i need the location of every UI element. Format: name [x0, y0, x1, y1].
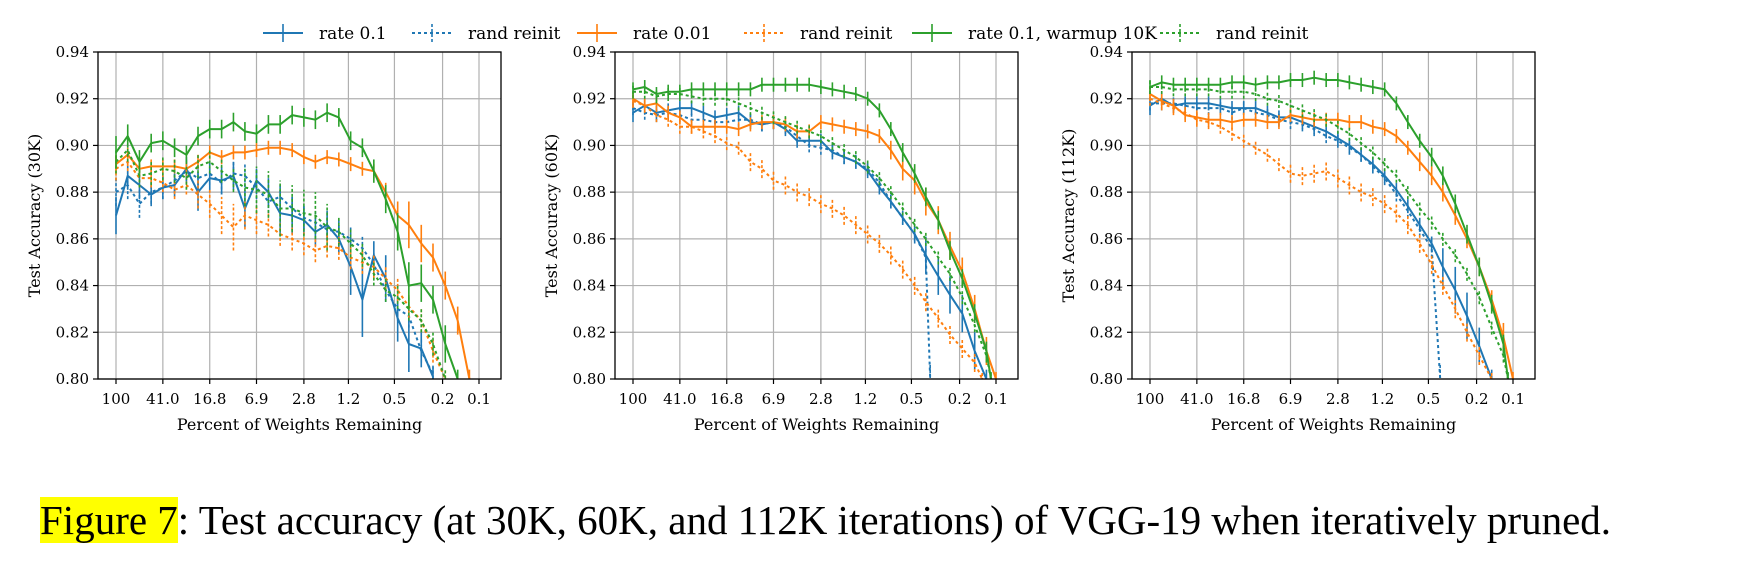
series-group: [632, 77, 997, 379]
y-tick-label: 0.90: [56, 136, 89, 154]
legend: rate 0.1 rand reinit rate 0.01 rand reinit r…: [263, 24, 1309, 44]
y-tick-label: 0.88: [1090, 183, 1123, 201]
series-line-6: [1150, 86, 1509, 379]
x-tick-label: 6.9: [1279, 390, 1303, 408]
series-line-6: [633, 90, 992, 379]
y-tick-label: 0.80: [1090, 370, 1123, 388]
legend-label: rand reinit: [468, 24, 561, 44]
series-group: [1149, 70, 1514, 379]
series-line-3: [115, 146, 471, 379]
x-tick-label: 100: [102, 390, 131, 408]
y-axis-label: Test Accuracy (112K): [1059, 129, 1078, 303]
x-tick-label: 6.9: [245, 390, 269, 408]
x-tick-label: 41.0: [146, 390, 179, 408]
y-tick-label: 0.86: [573, 230, 606, 248]
y-tick-label: 0.94: [573, 43, 606, 61]
legend-item-2: rand reinit: [412, 24, 561, 44]
series-line-6: [115, 149, 447, 379]
plot-frame: [614, 51, 1019, 380]
chart-panel-112k: 100 41.0 16.8 6.9 2.8 1.2 0.5 0.2 0.1 0.80 0.82 0.8…: [1059, 43, 1536, 434]
y-tick-label: 0.84: [1090, 277, 1123, 295]
figure-chart-area: rate 0.1 rand reinit rate 0.01 rand reinit r…: [25, 24, 1536, 434]
legend-label: rate 0.1, warmup 10K: [968, 24, 1157, 44]
x-tick-label: 2.8: [292, 390, 316, 408]
x-tick-label: 1.2: [1370, 390, 1394, 408]
series-line-1: [1149, 97, 1493, 379]
x-tick-label: 16.8: [1227, 390, 1260, 408]
y-tick-label: 0.88: [56, 183, 89, 201]
y-tick-label: 0.82: [56, 323, 89, 341]
y-tick-label: 0.94: [56, 43, 89, 61]
chart-panel-30k: 100 41.0 16.8 6.9 2.8 1.2 0.5 0.2 0.1 0.80 0.82 0.8…: [25, 43, 502, 434]
x-axis-label: Percent of Weights Remaining: [177, 415, 422, 434]
x-tick-label: 16.8: [710, 390, 743, 408]
legend-item-5: rate 0.1, warmup 10K: [912, 24, 1157, 44]
legend-item-3: rate 0.01: [577, 24, 711, 44]
legend-label: rand reinit: [1216, 24, 1309, 44]
figure-reference-highlight: Figure 7: [40, 497, 178, 543]
x-tick-label: 6.9: [762, 390, 786, 408]
y-tick-label: 0.80: [573, 370, 606, 388]
caption-text: : Test accuracy (at 30K, 60K, and 112K i…: [177, 497, 1612, 543]
series-group: [115, 103, 471, 379]
x-tick-label: 2.8: [1326, 390, 1350, 408]
series-line-2: [1150, 102, 1442, 379]
x-tick-label: 41.0: [663, 390, 696, 408]
figure-caption: Figure 7: Test accuracy (at 30K, 60K, an…: [40, 496, 1611, 544]
x-axis-label: Percent of Weights Remaining: [694, 415, 939, 434]
x-tick-label: 1.2: [336, 390, 360, 408]
y-tick-label: 0.82: [573, 323, 606, 341]
y-tick-label: 0.94: [1090, 43, 1123, 61]
x-axis-label: Percent of Weights Remaining: [1211, 415, 1456, 434]
legend-label: rate 0.01: [633, 24, 711, 44]
legend-item-4: rand reinit: [744, 24, 893, 44]
y-tick-label: 0.90: [1090, 136, 1123, 154]
y-axis-label: Test Accuracy (30K): [25, 134, 44, 297]
x-tick-label: 16.8: [193, 390, 226, 408]
x-tick-label: 41.0: [1180, 390, 1213, 408]
y-tick-label: 0.84: [56, 277, 89, 295]
x-tick-label: 100: [1136, 390, 1165, 408]
x-tick-label: 0.5: [382, 390, 406, 408]
x-tick-label: 100: [619, 390, 648, 408]
series-line-5: [632, 83, 992, 379]
x-tick-label: 0.1: [984, 390, 1008, 408]
y-tick-label: 0.90: [573, 136, 606, 154]
x-tick-label: 0.1: [1501, 390, 1525, 408]
x-tick-label: 0.2: [948, 390, 972, 408]
y-tick-label: 0.84: [573, 277, 606, 295]
series-line-1: [115, 167, 434, 378]
plot-frame: [1131, 51, 1536, 380]
y-tick-label: 0.86: [1090, 230, 1123, 248]
plot-frame: [97, 51, 502, 380]
legend-label: rand reinit: [800, 24, 893, 44]
series-line-5: [115, 111, 459, 379]
legend-label: rate 0.1: [319, 24, 387, 44]
y-tick-label: 0.82: [1090, 323, 1123, 341]
legend-item-6: rand reinit: [1160, 24, 1309, 44]
x-tick-label: 0.5: [899, 390, 923, 408]
x-tick-label: 2.8: [809, 390, 833, 408]
y-tick-label: 0.92: [573, 90, 606, 108]
series-line-4: [1149, 97, 1493, 379]
y-tick-label: 0.86: [56, 230, 89, 248]
series-line-3: [1149, 93, 1514, 379]
series-line-4: [632, 100, 984, 379]
y-axis-label: Test Accuracy (60K): [542, 134, 561, 297]
x-tick-label: 0.5: [1416, 390, 1440, 408]
series-line-2: [632, 107, 932, 379]
series-line-5: [1149, 76, 1509, 379]
x-tick-label: 0.1: [467, 390, 491, 408]
x-tick-label: 0.2: [1465, 390, 1489, 408]
x-tick-label: 0.2: [431, 390, 455, 408]
chart-panel-60k: 100 41.0 16.8 6.9 2.8 1.2 0.5 0.2 0.1 0.80 0.82 0.8…: [542, 43, 1019, 434]
y-tick-label: 0.88: [573, 183, 606, 201]
y-tick-label: 0.92: [1090, 90, 1123, 108]
y-tick-label: 0.92: [56, 90, 89, 108]
y-tick-label: 0.80: [56, 370, 89, 388]
legend-item-1: rate 0.1: [263, 24, 387, 44]
x-tick-label: 1.2: [853, 390, 877, 408]
